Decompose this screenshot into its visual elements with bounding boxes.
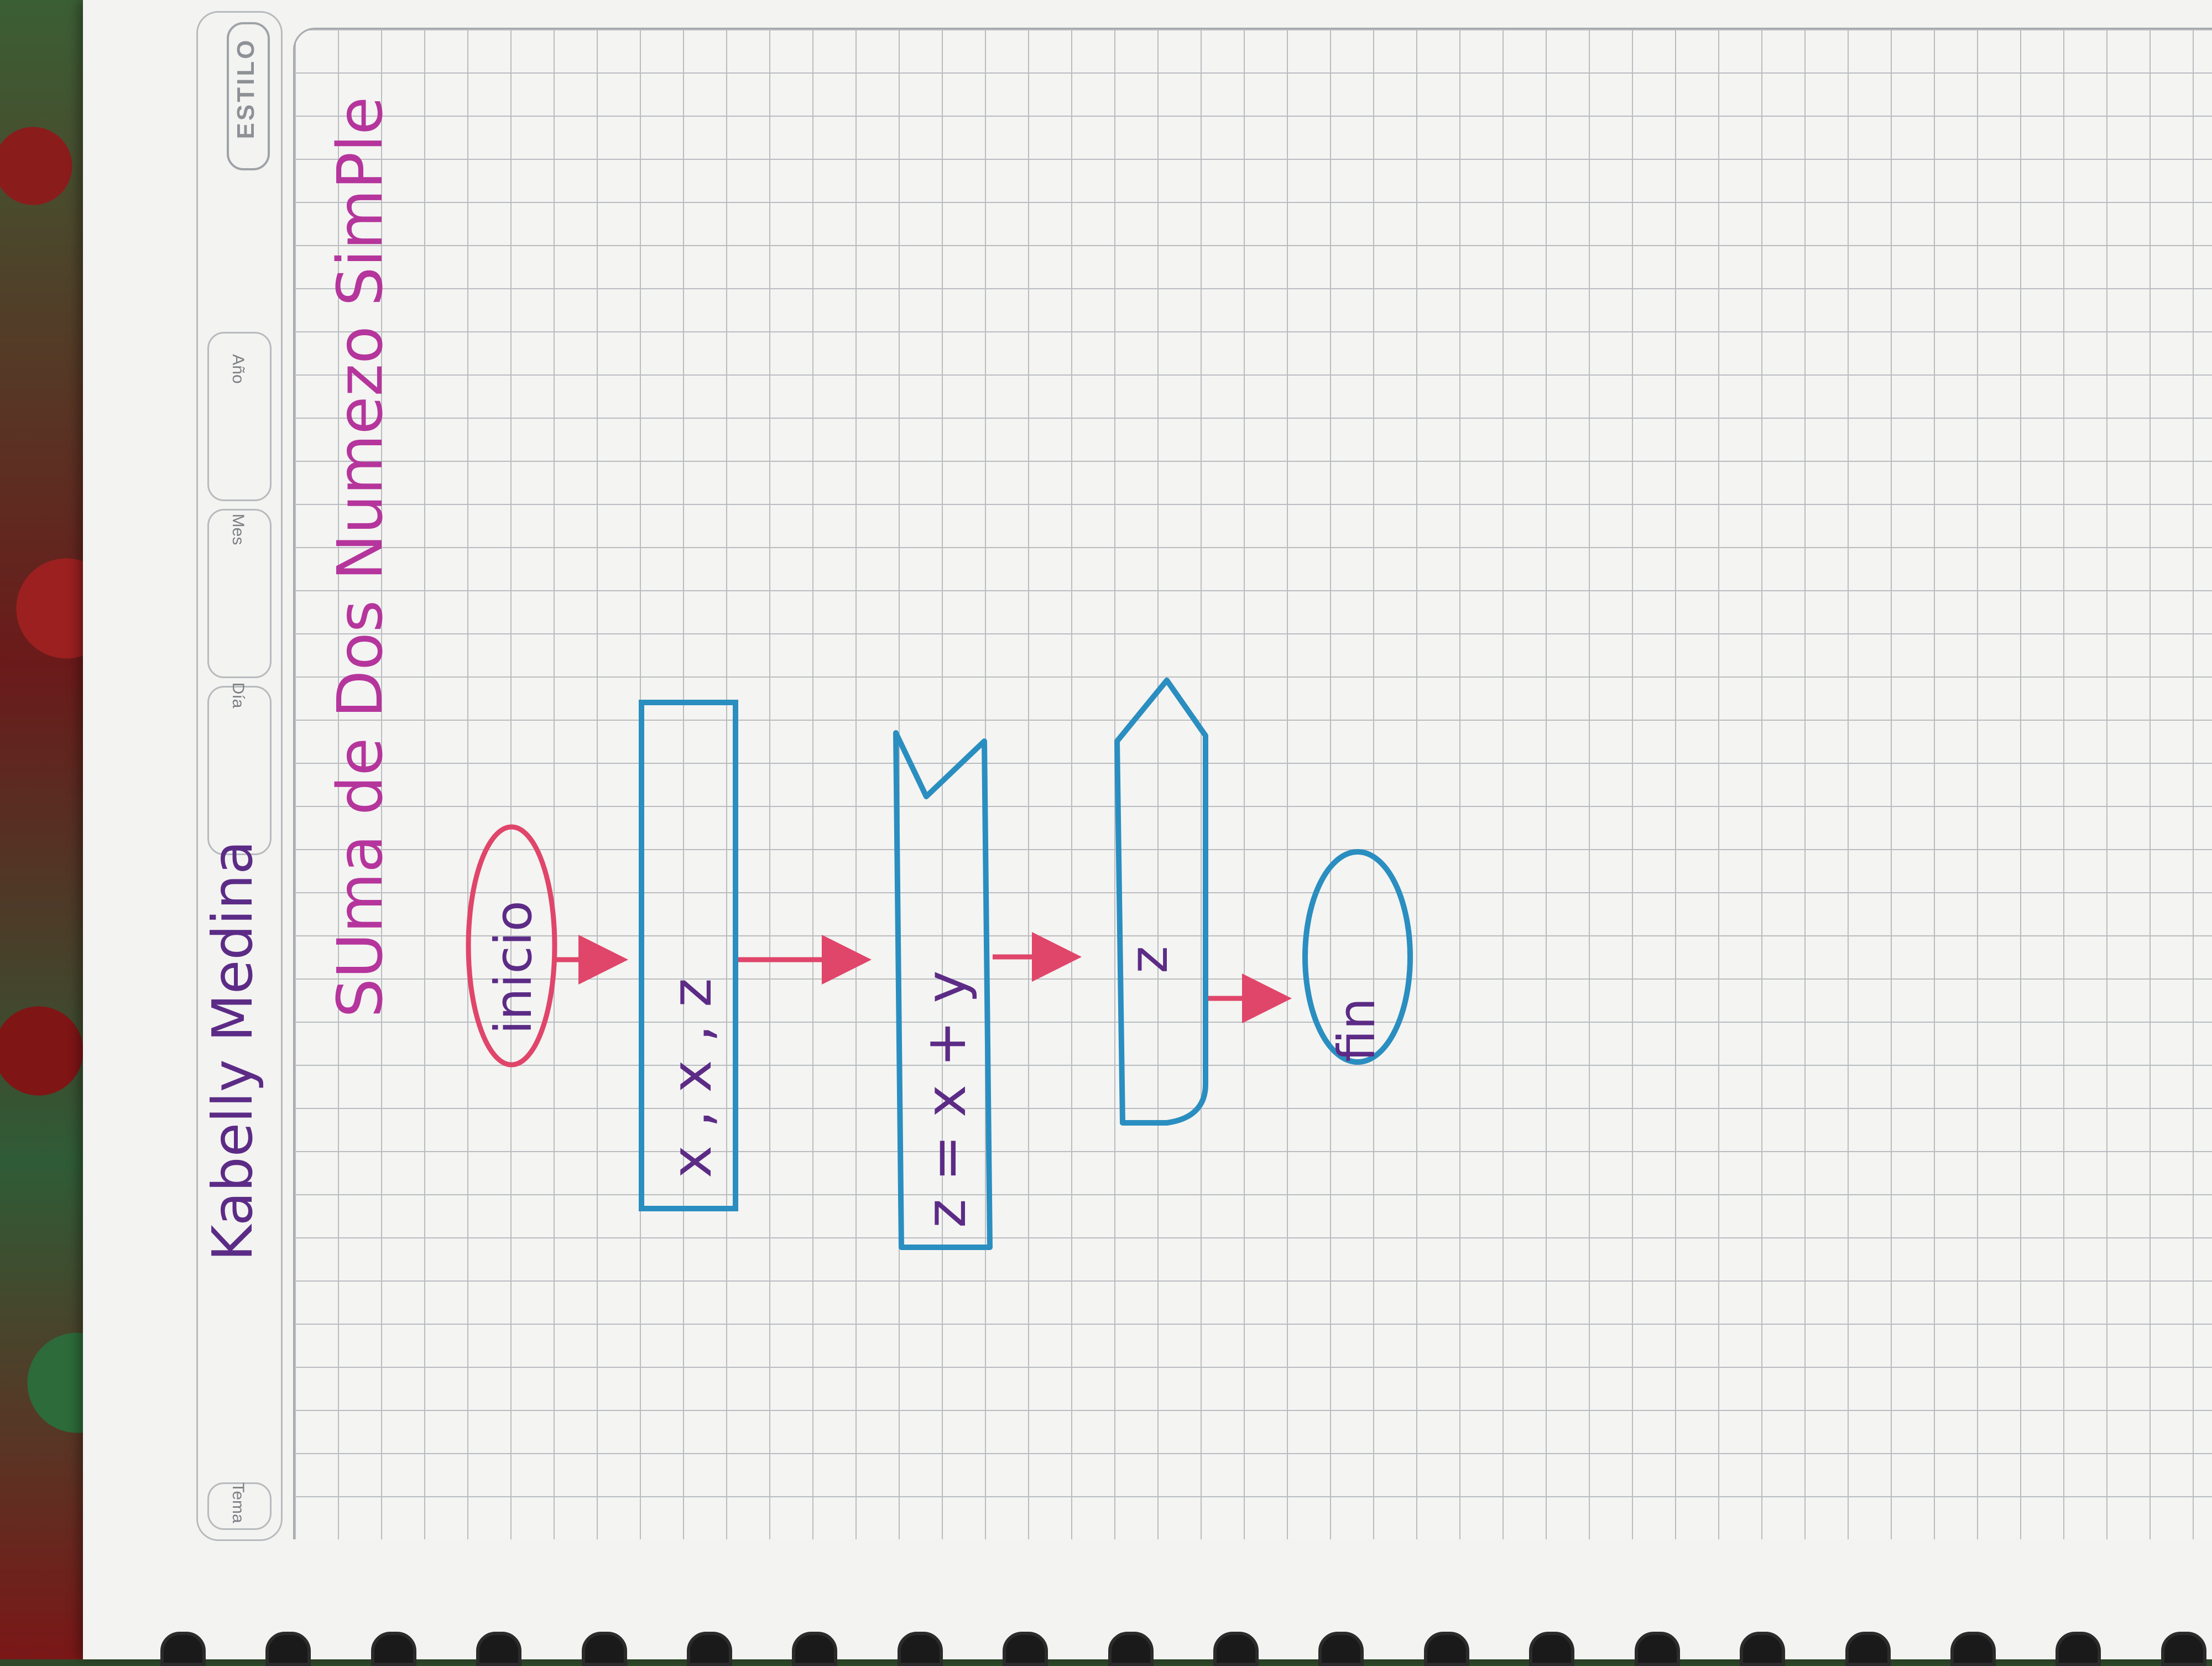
spiral-ring [1423, 1632, 1469, 1666]
spiral-ring [160, 1632, 206, 1666]
spiral-ring [1318, 1632, 1364, 1666]
spiral-binding [160, 1632, 2206, 1666]
spiral-ring [1634, 1632, 1680, 1666]
diagram-title: SUma de Dos Numezo SimPle [325, 97, 397, 1018]
spiral-ring [897, 1632, 943, 1666]
spiral-ring [687, 1632, 733, 1666]
spiral-ring [1950, 1632, 1996, 1666]
spiral-ring [1740, 1632, 1786, 1666]
spiral-ring [581, 1632, 627, 1666]
grid-paper [293, 28, 2212, 1539]
mes-field-box [207, 509, 272, 678]
spiral-ring [2161, 1632, 2206, 1666]
output-display-shape [1114, 678, 1208, 1126]
start-label: inicio [484, 900, 543, 1034]
end-oval [1302, 849, 1413, 1065]
header-margin-frame [196, 11, 283, 1541]
dia-field-box [207, 686, 272, 855]
spiral-ring [1213, 1632, 1259, 1666]
spiral-ring [1529, 1632, 1575, 1666]
input-manual-input-shape [893, 730, 993, 1250]
ano-field-box [207, 332, 272, 501]
start-oval [466, 824, 557, 1068]
spiral-ring [371, 1632, 416, 1666]
spiral-ring [265, 1632, 311, 1666]
tema-field-box [207, 1482, 272, 1530]
spiral-ring [792, 1632, 838, 1666]
spiral-ring [2056, 1632, 2101, 1666]
brand-logo-box [227, 22, 270, 170]
spiral-ring [1108, 1632, 1154, 1666]
author-name: Kabelly Medina [200, 841, 265, 1261]
spiral-ring [1845, 1632, 1891, 1666]
vars-rectangle [639, 700, 738, 1211]
end-label: fin [1327, 998, 1386, 1062]
input-label: z = x + y [914, 970, 978, 1228]
spiral-ring [476, 1632, 522, 1666]
vars-label: x , x , z [659, 978, 724, 1178]
spiral-ring [1003, 1632, 1048, 1666]
output-label: z [1119, 946, 1180, 973]
